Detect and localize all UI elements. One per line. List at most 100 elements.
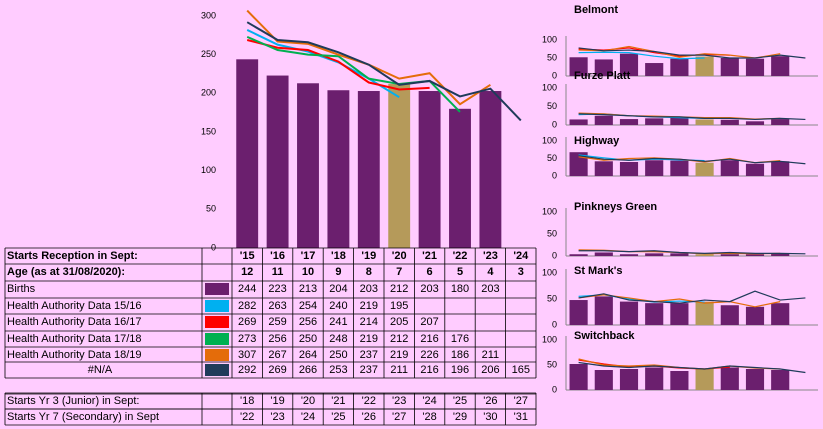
cell-value: 213	[299, 283, 317, 295]
bar	[695, 301, 714, 325]
cell-value: 216	[420, 364, 438, 376]
chart-title: St Mark's	[574, 265, 622, 277]
bar	[619, 301, 639, 325]
year-label: '24	[422, 395, 436, 407]
cell-value: 256	[268, 333, 286, 345]
bar	[569, 152, 588, 176]
chart-title: Switchback	[574, 330, 635, 342]
cell-value: 223	[268, 283, 286, 295]
year-label: '31	[514, 411, 528, 423]
bar	[297, 83, 319, 248]
y-tick-label: 0	[552, 250, 557, 260]
bar	[695, 56, 714, 76]
legend-swatch	[205, 300, 229, 312]
year-label: '29	[453, 411, 467, 423]
line	[578, 250, 806, 255]
cell-value: 254	[299, 300, 317, 312]
cell-value: 244	[238, 283, 256, 295]
age-label: 11	[272, 266, 284, 278]
y-tick-label: 0	[552, 119, 557, 129]
age-label: 7	[396, 266, 402, 278]
bar	[594, 370, 613, 390]
cell-value: 195	[390, 300, 408, 312]
age-label: 9	[335, 266, 341, 278]
cell-value: 214	[360, 316, 378, 328]
y-tick-label: 50	[547, 101, 557, 111]
year-label: '22	[240, 411, 254, 423]
line	[578, 47, 806, 59]
bar	[594, 296, 613, 325]
cell-value: 207	[420, 316, 438, 328]
bar	[645, 63, 664, 76]
line	[246, 21, 522, 122]
bar	[594, 115, 613, 125]
bar	[266, 75, 289, 249]
year-label: '30	[483, 411, 497, 423]
cell-value: 237	[360, 364, 378, 376]
cell-value: 292	[238, 364, 256, 376]
cell-value: 196	[451, 364, 469, 376]
cell-value: 216	[420, 333, 438, 345]
year-label: '24	[513, 250, 529, 262]
cell-value: 250	[329, 349, 347, 361]
y-tick-label: 200	[201, 88, 216, 98]
bar	[771, 56, 790, 76]
bar	[670, 371, 689, 390]
y-tick-label: 100	[542, 34, 557, 44]
year-label: '25	[453, 395, 467, 407]
cell-value: 266	[299, 364, 317, 376]
cell-value: 219	[390, 349, 408, 361]
bar	[745, 306, 765, 325]
year-label: '22	[453, 250, 468, 262]
cell-value: 253	[329, 364, 347, 376]
cell-value: 219	[360, 333, 378, 345]
bar	[670, 303, 689, 325]
y-tick-label: 0	[552, 70, 557, 80]
bar	[569, 57, 588, 76]
cell-value: 264	[299, 349, 317, 361]
cell-value: 282	[238, 300, 256, 312]
age-label: 5	[457, 266, 463, 278]
year-label: '23	[483, 250, 498, 262]
series-label: Health Authority Data 18/19	[7, 349, 142, 361]
cell-value: 256	[299, 316, 317, 328]
chart-title: Pinkneys Green	[574, 201, 657, 213]
cell-value: 206	[481, 364, 499, 376]
cell-value: 176	[451, 333, 469, 345]
legend-swatch	[205, 364, 229, 376]
y-tick-label: 100	[542, 135, 557, 145]
bar	[645, 160, 664, 176]
chart-title: Furze Platt	[574, 70, 631, 82]
cell-value: 248	[329, 333, 347, 345]
legend-swatch	[205, 349, 229, 361]
bar	[720, 254, 739, 256]
bar	[695, 119, 714, 125]
series-label: Births	[7, 283, 36, 295]
year-label: '22	[362, 395, 376, 407]
bar	[771, 119, 790, 125]
cell-value: 180	[451, 283, 469, 295]
y-tick-label: 250	[201, 49, 216, 59]
row-header: Starts Yr 3 (Junior) in Sept:	[7, 395, 139, 407]
bar	[569, 119, 588, 125]
bar	[771, 161, 790, 176]
line	[578, 45, 781, 59]
bar	[594, 59, 613, 76]
year-label: '15	[240, 250, 255, 262]
cell-value: 219	[360, 300, 378, 312]
bar	[569, 254, 588, 256]
year-label: '26	[483, 395, 497, 407]
cell-value: 263	[268, 300, 286, 312]
bar	[745, 254, 765, 256]
y-tick-label: 50	[547, 293, 557, 303]
legend-swatch	[205, 333, 229, 345]
bar	[645, 118, 664, 125]
bar	[670, 116, 689, 125]
year-label: '27	[392, 411, 406, 423]
age-label: 4	[487, 266, 494, 278]
bar	[771, 370, 790, 390]
bar	[695, 162, 714, 176]
cell-value: 165	[512, 364, 530, 376]
row-header: Starts Yr 7 (Secondary) in Sept	[7, 411, 159, 423]
bar	[619, 53, 639, 76]
